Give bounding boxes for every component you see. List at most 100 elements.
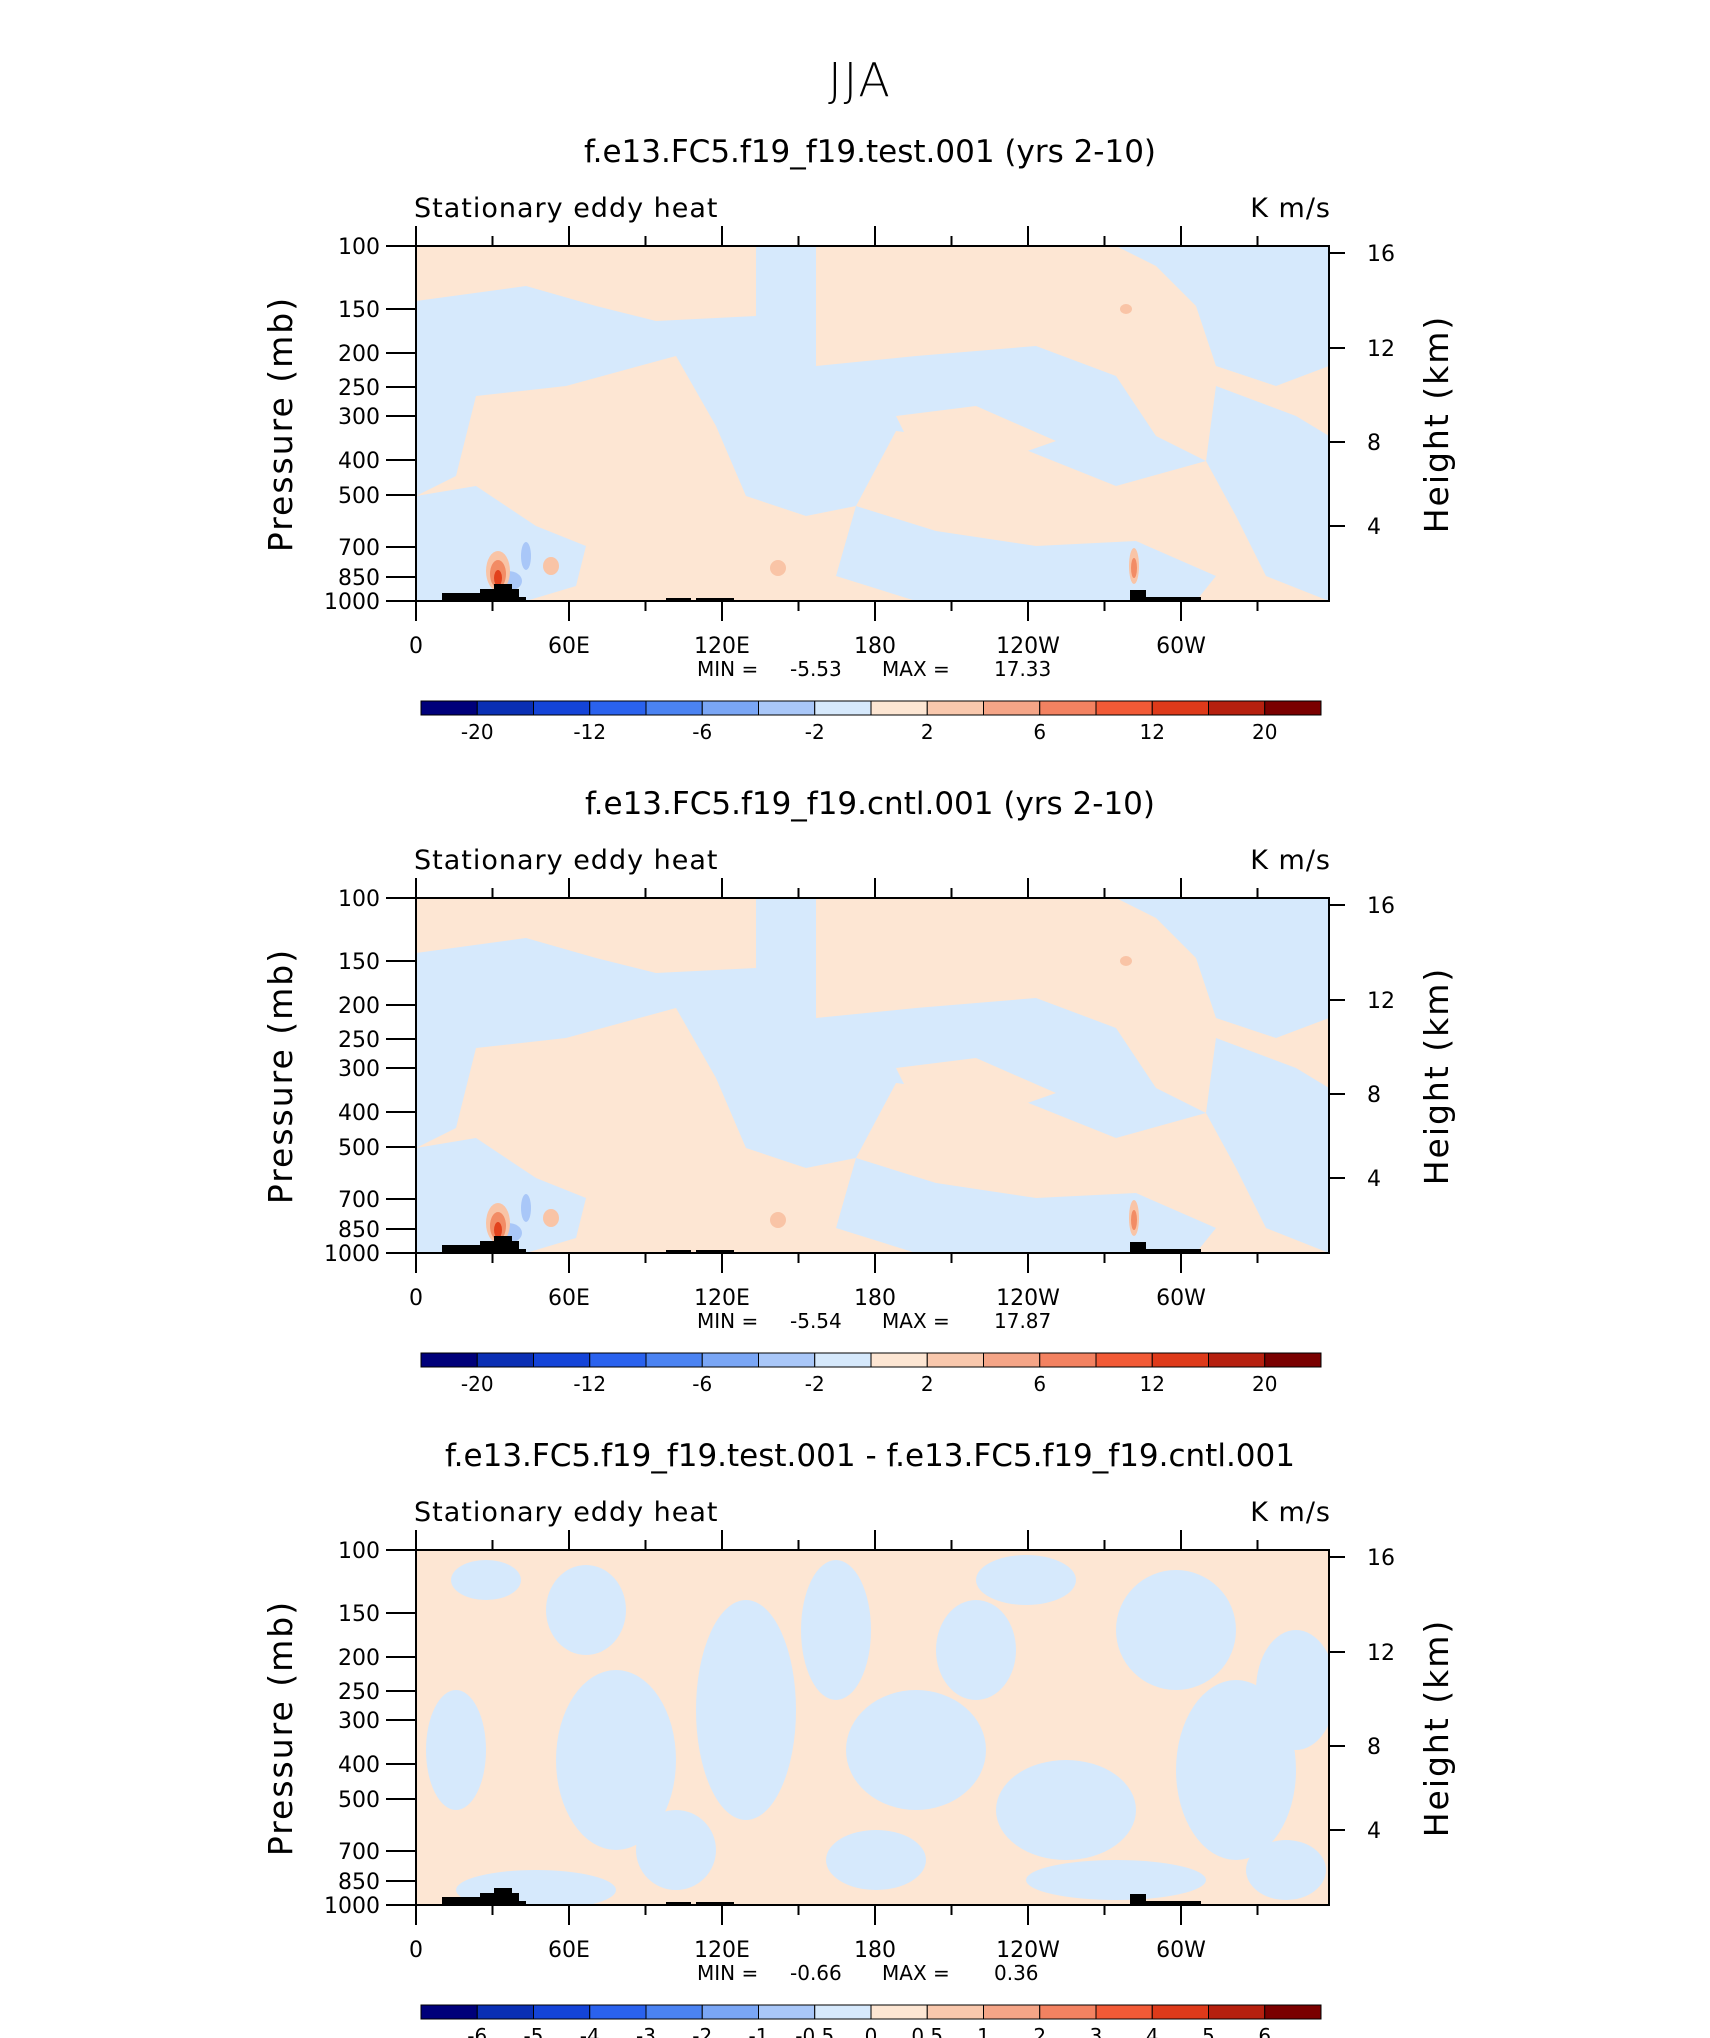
x-tick-label: 180 [854,1286,896,1311]
y-right-tick-label: 4 [1367,1167,1381,1192]
plot-frame [415,897,1330,1254]
x-tick-label: 0 [409,634,423,659]
colorbar-swatch [1095,700,1153,716]
colorbar-label: 2 [921,720,934,744]
contour-region [896,1058,1056,1128]
min-label: MIN = [697,657,758,681]
contour-region [416,898,1206,1168]
colorbar-swatch [1095,2004,1153,2020]
colorbar-swatch [926,2004,984,2020]
contour-blob [696,1600,796,1820]
right-string: K m/s [1250,845,1331,876]
contour-blob [521,542,531,570]
x-tick-label: 60E [548,634,590,659]
colorbar-label: 6 [1258,2024,1271,2038]
terrain-asia [442,1888,526,1905]
colorbar-swatch [1151,2004,1209,2020]
y-axis-title: Pressure (mb) [261,1600,300,1856]
max-label: MAX = [882,1309,950,1333]
contour-blob [1246,1840,1326,1900]
y-tick-label: 700 [338,1840,380,1865]
y-right-tick-label: 4 [1367,515,1381,540]
colorbar-label: 12 [1140,720,1165,744]
right-string: K m/s [1250,1497,1331,1528]
max-value: 17.87 [994,1309,1051,1333]
y-right-tick-label: 4 [1367,1819,1381,1844]
x-tick-label: 60W [1156,634,1206,659]
colorbar-label: -12 [573,720,606,744]
colorbar-swatch [420,2004,478,2020]
colorbar-swatch [870,1352,928,1368]
colorbar-label: 4 [1146,2024,1159,2038]
colorbar-label: -6 [692,1372,712,1396]
contour-region [416,486,586,601]
plot-frame [415,1549,1330,1906]
terrain-asia [442,1236,526,1253]
colorbar-label: 0.5 [911,2024,943,2038]
min-label: MIN = [697,1309,758,1333]
colorbar-swatch [1039,1352,1097,1368]
colorbar-label: -2 [692,2024,712,2038]
contour-blob [976,1555,1076,1605]
colorbar-label: -1 [749,2024,769,2038]
y-tick-label: 700 [338,1188,380,1213]
max-value: 0.36 [994,1961,1039,1985]
y-tick-label: 300 [338,405,380,430]
contour-blob [801,1560,871,1700]
colorbar-swatch [476,1352,534,1368]
colorbar-label: 12 [1140,1372,1165,1396]
colorbar-label: -4 [580,2024,600,2038]
y-tick-label: 250 [338,1680,380,1705]
y-right-tick-label: 16 [1367,242,1395,267]
panel-control: f.e13.FC5.f19_f19.cntl.001 (yrs 2-10) Sta… [261,786,1456,1396]
min-value: -5.54 [790,1309,842,1333]
colorbar-swatch [1264,700,1322,716]
panel-title: f.e13.FC5.f19_f19.cntl.001 (yrs 2-10) [585,786,1155,822]
colorbar-swatch [814,2004,872,2020]
contour-blob [1256,1630,1329,1750]
colorbar-swatch [1039,700,1097,716]
y-tick-label: 100 [338,887,380,912]
contour-blob [1120,304,1132,314]
colorbar-swatch [983,700,1041,716]
y-right-axis-title: Height (km) [1417,967,1456,1186]
y-tick-label: 400 [338,449,380,474]
colorbar-swatch [758,700,816,716]
contour-blob [1026,1860,1206,1900]
y-tick-label: 100 [338,235,380,260]
min-value: -0.66 [790,1961,842,1985]
colorbar-swatch [701,2004,759,2020]
x-tick-label: 0 [409,1286,423,1311]
x-tick-label: 120W [996,634,1060,659]
colorbar-swatch [814,700,872,716]
panel-difference: f.e13.FC5.f19_f19.test.001 - f.e13.FC5.f… [261,1438,1456,2038]
y-tick-label: 300 [338,1709,380,1734]
colorbar-swatch [983,2004,1041,2020]
contour-blob [770,1212,786,1228]
y-tick-label: 200 [338,342,380,367]
y-tick-label: 850 [338,1218,380,1243]
max-value: 17.33 [994,657,1051,681]
terrain-americas [1130,590,1201,601]
left-string: Stationary eddy heat [414,193,719,224]
y-tick-label: 250 [338,376,380,401]
y-tick-label: 700 [338,536,380,561]
page-title: JJA [828,53,892,107]
contour-blob [1131,1210,1137,1230]
colorbar-label: -2 [805,720,825,744]
contour-region [416,1138,586,1253]
colorbar-swatch [589,1352,647,1368]
colorbar-swatch [1095,1352,1153,1368]
colorbar-swatch [645,1352,703,1368]
colorbar-label: -0.5 [795,2024,834,2038]
contour-blob [543,1209,559,1227]
y-tick-label: 150 [338,298,380,323]
min-label: MIN = [697,1961,758,1985]
y-tick-label: 500 [338,1136,380,1161]
contour-blob [426,1690,486,1810]
contour-blob [936,1600,1016,1700]
colorbar-label: 0 [865,2024,878,2038]
terrain-asia [442,584,526,601]
y-right-tick-label: 8 [1367,1735,1381,1760]
colorbar-swatch [420,1352,478,1368]
